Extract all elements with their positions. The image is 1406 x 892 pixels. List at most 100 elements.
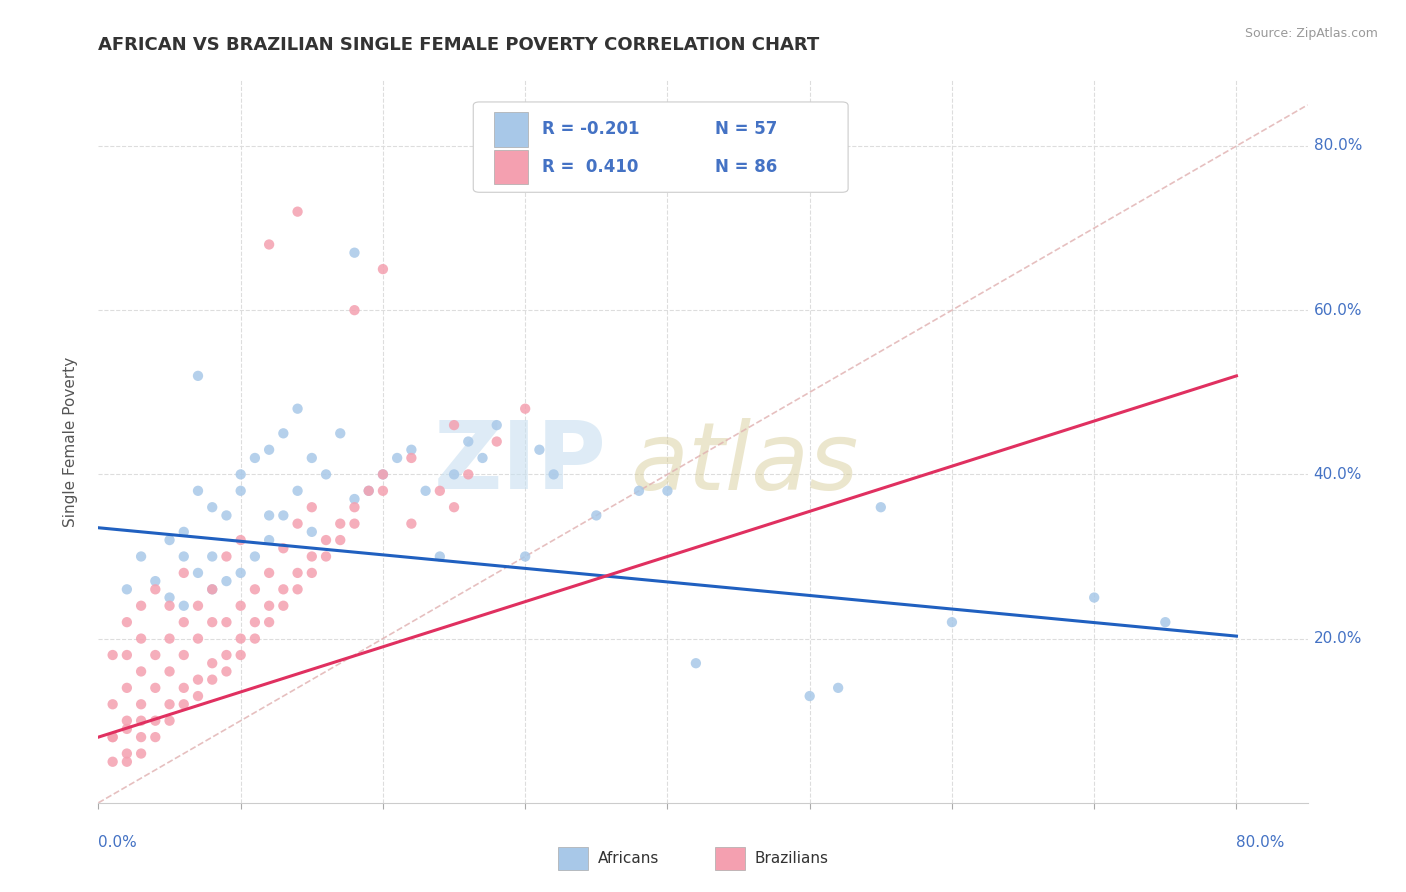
Point: [173, 566, 195, 580]
Point: [287, 566, 309, 580]
Point: [301, 524, 323, 539]
Point: [187, 566, 209, 580]
Point: [415, 483, 437, 498]
Point: [115, 648, 138, 662]
Point: [443, 418, 465, 433]
Point: [1154, 615, 1177, 630]
Point: [201, 657, 224, 671]
Point: [515, 549, 537, 564]
Text: Brazilians: Brazilians: [755, 851, 830, 866]
Point: [115, 747, 138, 761]
Point: [115, 582, 138, 597]
Text: 80.0%: 80.0%: [1313, 138, 1362, 153]
Point: [485, 434, 508, 449]
Point: [627, 483, 650, 498]
Point: [799, 689, 821, 703]
Point: [201, 582, 224, 597]
Point: [101, 648, 124, 662]
Point: [143, 582, 166, 597]
Point: [243, 450, 266, 465]
Point: [1083, 591, 1105, 605]
Point: [173, 524, 195, 539]
Point: [329, 516, 352, 531]
Text: 60.0%: 60.0%: [1313, 302, 1362, 318]
Point: [429, 549, 451, 564]
Point: [201, 582, 224, 597]
Point: [443, 467, 465, 482]
Point: [129, 714, 152, 728]
Point: [159, 714, 181, 728]
Point: [215, 615, 238, 630]
Point: [287, 483, 309, 498]
Point: [215, 648, 238, 662]
Point: [129, 730, 152, 744]
Y-axis label: Single Female Poverty: Single Female Poverty: [63, 357, 77, 526]
Point: [401, 442, 423, 457]
Point: [457, 467, 479, 482]
Text: 80.0%: 80.0%: [1236, 835, 1285, 850]
Point: [357, 483, 380, 498]
Point: [273, 426, 295, 441]
Point: [329, 426, 352, 441]
Point: [287, 516, 309, 531]
Point: [827, 681, 849, 695]
Point: [201, 500, 224, 515]
Text: N = 57: N = 57: [716, 120, 778, 138]
Point: [287, 582, 309, 597]
Point: [371, 467, 394, 482]
Point: [315, 533, 337, 547]
Point: [115, 714, 138, 728]
Point: [243, 632, 266, 646]
Point: [243, 615, 266, 630]
Point: [343, 500, 366, 515]
Point: [485, 418, 508, 433]
Text: atlas: atlas: [630, 417, 859, 508]
Point: [159, 533, 181, 547]
Point: [471, 450, 494, 465]
Point: [443, 500, 465, 515]
Point: [173, 599, 195, 613]
Point: [343, 516, 366, 531]
Point: [115, 755, 138, 769]
Point: [385, 450, 408, 465]
FancyBboxPatch shape: [558, 847, 588, 870]
Point: [129, 632, 152, 646]
Text: R =  0.410: R = 0.410: [543, 158, 638, 176]
Point: [143, 681, 166, 695]
Point: [229, 648, 252, 662]
Point: [215, 665, 238, 679]
Point: [201, 549, 224, 564]
Point: [257, 442, 280, 457]
Point: [187, 673, 209, 687]
Point: [159, 591, 181, 605]
Point: [401, 450, 423, 465]
Point: [201, 673, 224, 687]
Point: [187, 632, 209, 646]
Point: [543, 467, 565, 482]
Point: [243, 549, 266, 564]
Point: [371, 262, 394, 277]
Point: [229, 483, 252, 498]
Point: [229, 632, 252, 646]
Point: [173, 648, 195, 662]
Point: [129, 747, 152, 761]
Point: [215, 549, 238, 564]
Point: [515, 401, 537, 416]
Point: [201, 615, 224, 630]
Point: [287, 401, 309, 416]
FancyBboxPatch shape: [494, 112, 527, 147]
Point: [257, 615, 280, 630]
Point: [173, 698, 195, 712]
Point: [115, 681, 138, 695]
Point: [287, 204, 309, 219]
Point: [343, 491, 366, 506]
Point: [301, 500, 323, 515]
Point: [343, 245, 366, 260]
Point: [257, 237, 280, 252]
Text: 40.0%: 40.0%: [1313, 467, 1362, 482]
Text: Source: ZipAtlas.com: Source: ZipAtlas.com: [1244, 27, 1378, 40]
Point: [143, 714, 166, 728]
Point: [215, 574, 238, 588]
Point: [273, 599, 295, 613]
Point: [329, 533, 352, 547]
